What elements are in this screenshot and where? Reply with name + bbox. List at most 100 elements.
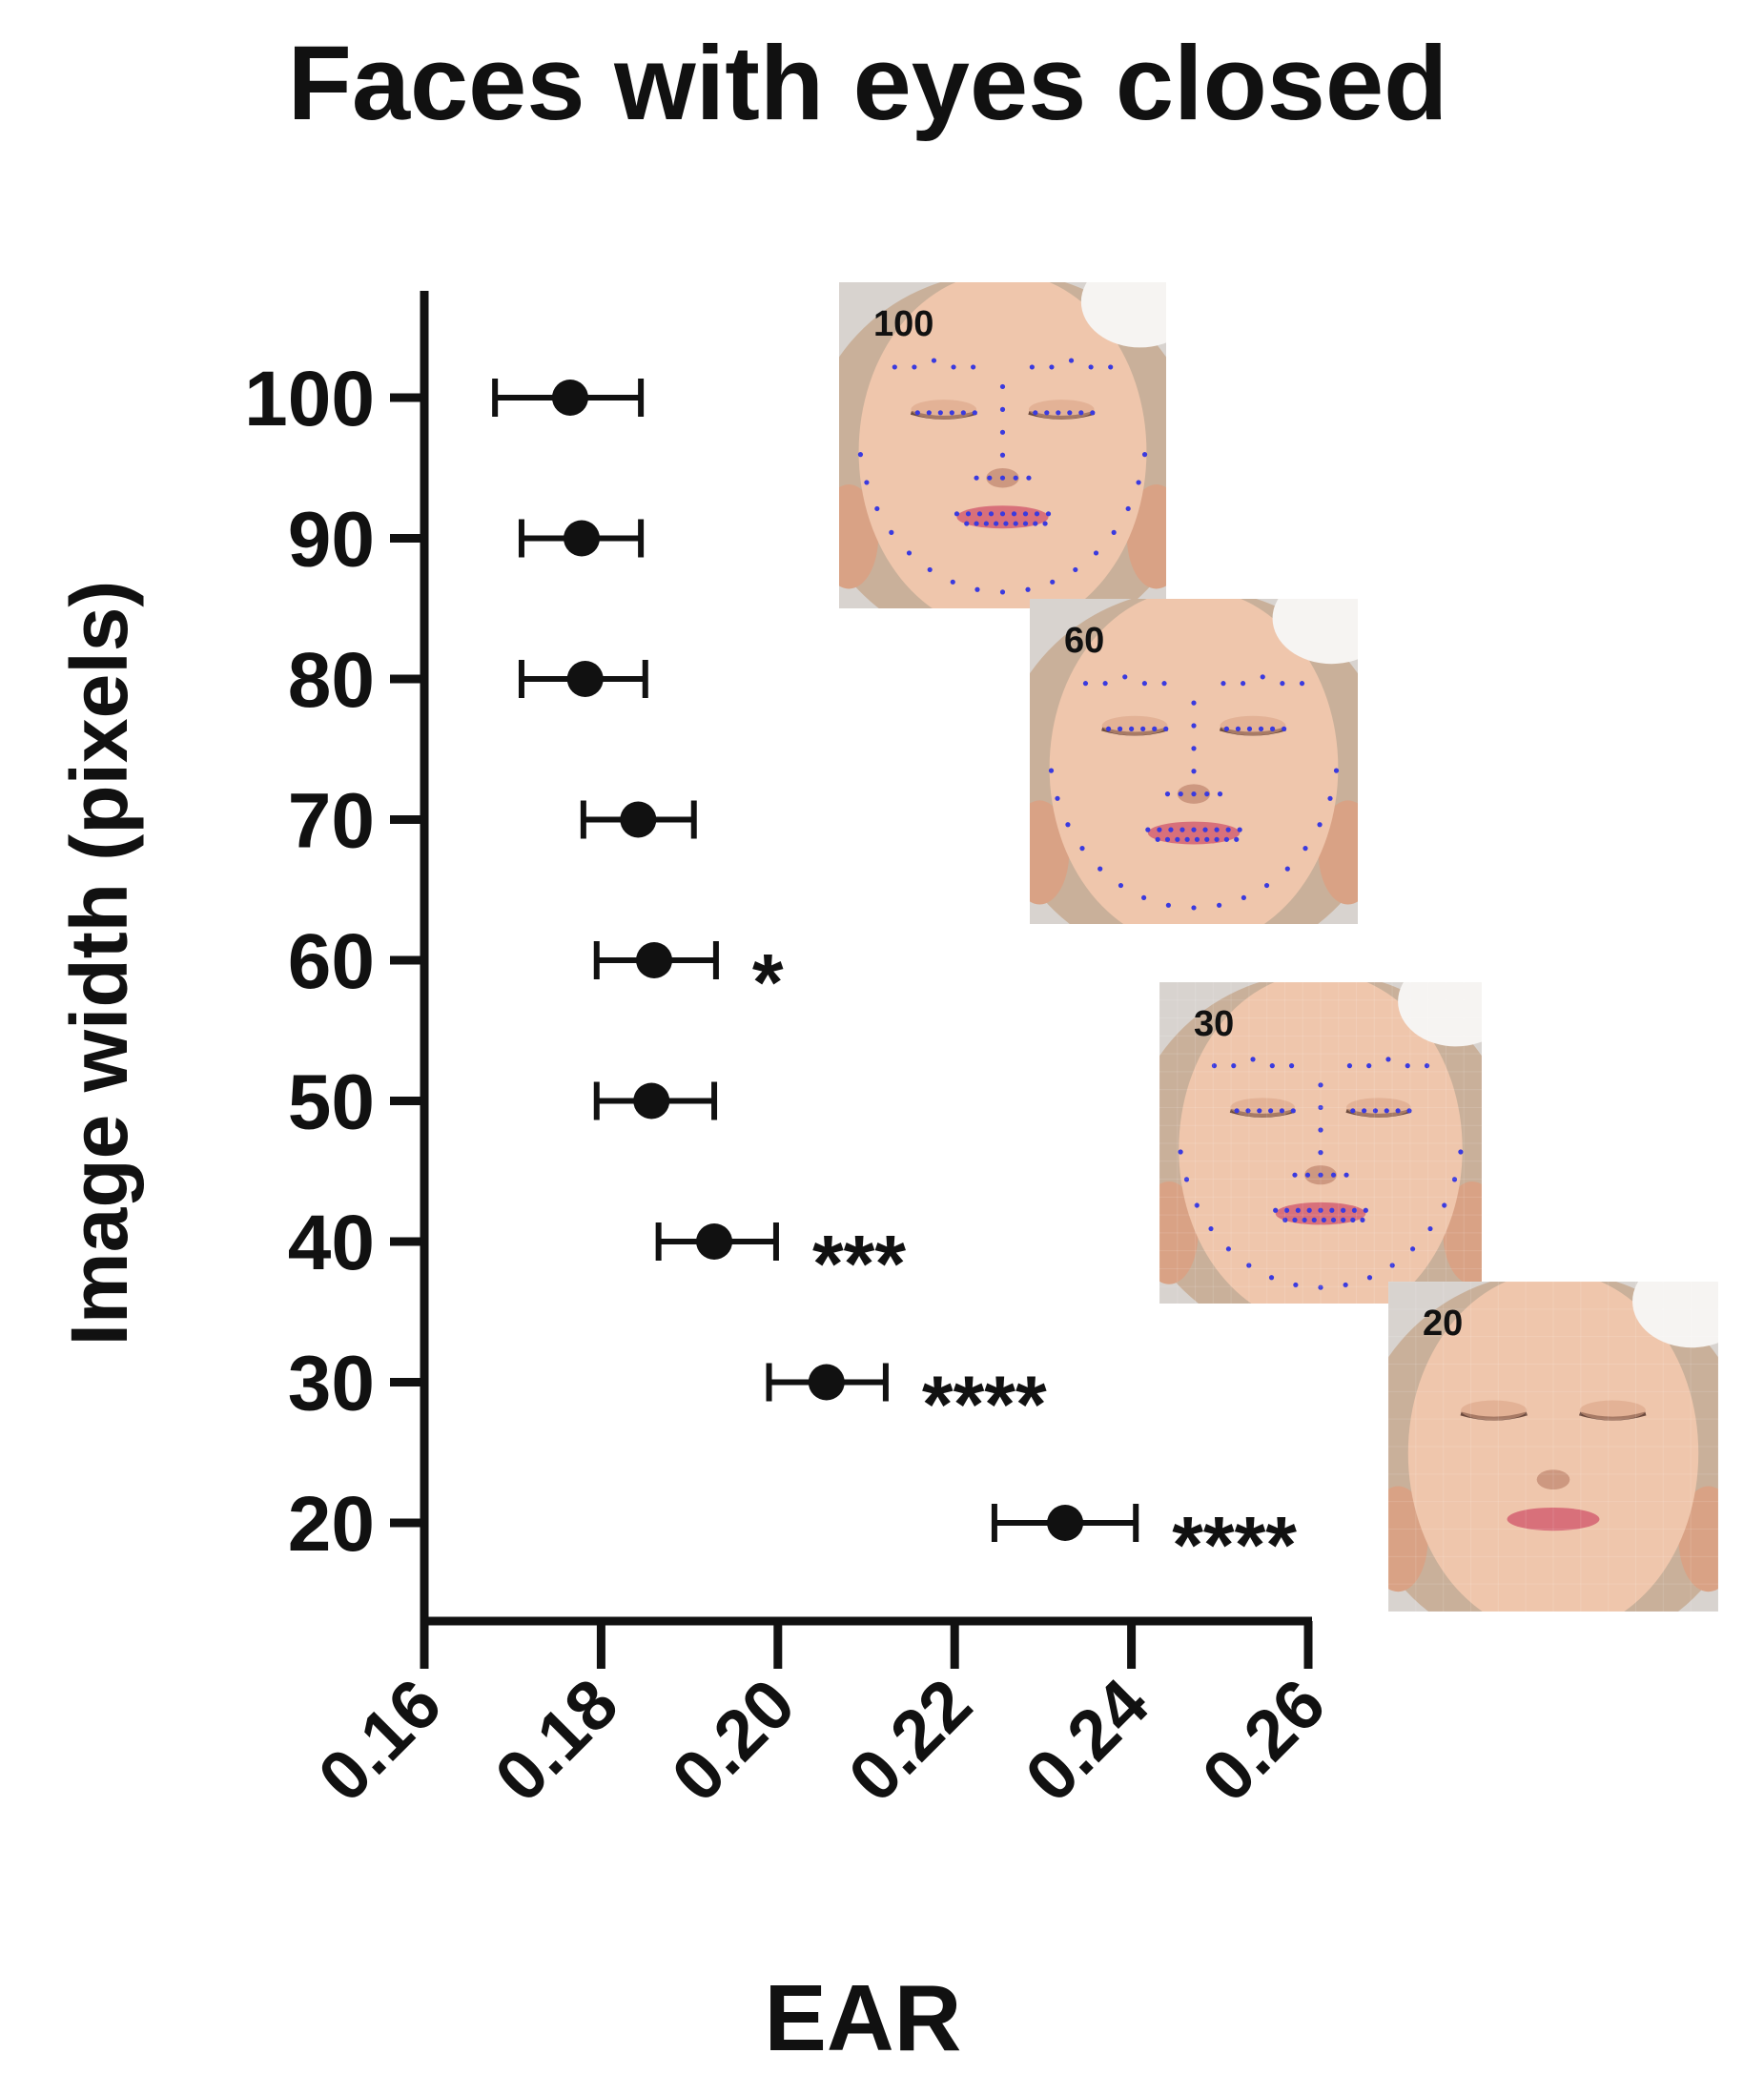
- landmark-dot: [1330, 1217, 1337, 1222]
- chart-title: Faces with eyes closed: [288, 25, 1448, 142]
- landmark-dot: [1178, 791, 1183, 797]
- landmark-dot: [1268, 1108, 1274, 1114]
- headband: [1080, 282, 1166, 348]
- landmark-dot: [1011, 511, 1017, 517]
- landmark-dot: [1290, 1108, 1296, 1114]
- landmark-dot: [1191, 723, 1197, 729]
- face-shape: [1179, 982, 1463, 1304]
- landmark-dot: [1050, 579, 1056, 585]
- landmark-dot: [988, 511, 995, 517]
- x-tick-labels: 0.16 0.18 0.20 0.22 0.24 0.26: [303, 1664, 1341, 1818]
- landmark-dot: [1385, 1057, 1391, 1062]
- landmark-dot: [1211, 1063, 1218, 1069]
- eye-shadow: [1579, 1400, 1646, 1421]
- landmark-dot: [974, 586, 980, 592]
- landmark-dot: [960, 410, 966, 416]
- y-axis-label: Image width (pixels): [54, 581, 144, 1346]
- data-point-group: [518, 519, 645, 558]
- landmark-dot: [1299, 681, 1305, 687]
- landmark-dot: [1318, 1082, 1323, 1088]
- landmark-dot: [1329, 1207, 1335, 1213]
- data-point-group: ****: [766, 1360, 1047, 1449]
- landmark-dot: [1073, 566, 1078, 573]
- landmark-dot: [1344, 1172, 1349, 1178]
- landmark-dot: [1346, 1063, 1353, 1069]
- landmark-dot: [965, 511, 972, 517]
- landmark-dot: [1341, 1207, 1346, 1213]
- x-tick-label: 0.22: [833, 1664, 987, 1818]
- landmark-dot: [1022, 521, 1029, 526]
- y-tick-label: 80: [288, 637, 375, 724]
- landmark-dot: [1183, 1177, 1190, 1182]
- landmark-dot: [1217, 791, 1223, 797]
- landmark-dot: [1204, 791, 1210, 797]
- landmark-dot: [1406, 1108, 1412, 1114]
- y-tick-label: 30: [288, 1341, 375, 1427]
- landmark-dot: [1191, 769, 1197, 774]
- landmark-dot: [1237, 827, 1242, 832]
- data-point: [1047, 1505, 1084, 1541]
- landmark-dot: [1118, 726, 1123, 732]
- landmark-dot: [994, 521, 999, 526]
- data-point: [620, 801, 657, 838]
- landmark-dot: [892, 364, 897, 370]
- landmark-dot: [1191, 827, 1197, 832]
- landmark-dot: [1318, 1104, 1323, 1111]
- landmark-dot: [1263, 882, 1270, 889]
- y-tick-label: 70: [288, 778, 375, 865]
- y-tick-labels: 100 90 80 70 60 50 40 30 20: [244, 356, 375, 1568]
- landmark-dot: [1056, 410, 1061, 416]
- landmark-dot: [951, 364, 956, 370]
- landmark-dot: [1362, 1108, 1367, 1114]
- landmark-dot: [1225, 1246, 1232, 1252]
- landmark-dot: [983, 521, 989, 526]
- landmark-dot: [1389, 1263, 1395, 1268]
- landmark-dot: [1034, 511, 1040, 517]
- landmark-dot: [1279, 1108, 1285, 1114]
- data-point-group: *: [593, 937, 784, 1027]
- landmark-dot: [1033, 410, 1038, 416]
- landmark-dot: [1026, 475, 1032, 481]
- landmark-dot: [1141, 894, 1147, 901]
- landmark-dot: [1140, 726, 1146, 732]
- landmark-dot: [1245, 1108, 1251, 1114]
- significance-label: ****: [922, 1360, 1047, 1449]
- face-inset-label: 20: [1423, 1304, 1463, 1344]
- landmark-dot: [1241, 681, 1246, 687]
- landmark-dot: [1108, 364, 1114, 370]
- x-tick-label: 0.24: [1010, 1664, 1163, 1818]
- landmark-dot: [1022, 511, 1029, 517]
- landmark-dot: [999, 475, 1006, 481]
- landmark-dot: [1048, 768, 1055, 773]
- landmark-dot: [1136, 480, 1141, 485]
- landmark-dot: [999, 406, 1006, 412]
- landmark-dot: [1302, 846, 1308, 852]
- landmark-dot: [1145, 827, 1151, 832]
- landmark-dot: [1217, 902, 1222, 908]
- landmark-dot: [1088, 364, 1094, 370]
- landmark-dot: [1175, 836, 1180, 842]
- data-point-group: ****: [991, 1500, 1297, 1590]
- landmark-dot: [1284, 866, 1290, 872]
- landmark-dot: [1395, 1108, 1401, 1114]
- landmark-dot: [1168, 827, 1174, 832]
- landmark-dot: [874, 505, 880, 512]
- landmark-dot: [914, 410, 920, 416]
- y-tick-label: 40: [288, 1200, 375, 1286]
- headband: [1632, 1282, 1718, 1348]
- landmark-dot: [1269, 1063, 1275, 1069]
- face-inset: [1388, 1282, 1718, 1612]
- landmark-dot: [1273, 1207, 1279, 1213]
- significance-label: ***: [812, 1219, 906, 1308]
- landmark-dot: [1341, 1217, 1346, 1222]
- landmark-dot: [1164, 836, 1171, 842]
- landmark-dot: [1165, 902, 1171, 908]
- data-point-group: [518, 660, 648, 698]
- landmark-dot: [1304, 1172, 1311, 1178]
- y-tick-label: 90: [288, 497, 375, 584]
- landmark-dot: [1442, 1202, 1447, 1208]
- landmark-dot: [1055, 795, 1060, 801]
- landmark-dot: [1033, 521, 1038, 526]
- landmark-dot: [1427, 1225, 1433, 1232]
- landmark-dot: [1282, 1217, 1288, 1222]
